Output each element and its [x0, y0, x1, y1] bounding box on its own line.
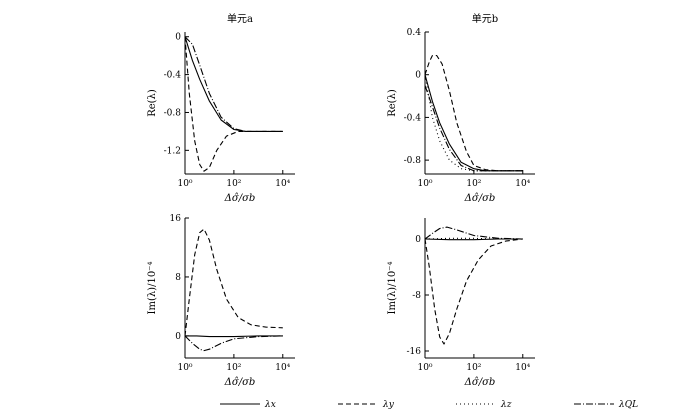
x-tick-label: 10⁰ — [177, 363, 192, 373]
legend: λx λy λz λQL — [220, 400, 638, 410]
y-axis-label: Im(λ)/10⁻⁴ — [387, 262, 398, 315]
y-axis-label: Re(λ) — [147, 89, 158, 117]
x-tick-label: 10² — [226, 363, 241, 373]
x-tick-label: 10⁰ — [177, 179, 192, 189]
series-line — [424, 74, 523, 172]
y-tick-label: -0.8 — [404, 156, 422, 166]
legend-item: λQL — [574, 400, 638, 410]
series-line — [424, 237, 523, 240]
panel-title: 单元a — [227, 13, 253, 25]
y-tick-label: -16 — [407, 347, 422, 357]
y-tick-label: 0 — [175, 332, 181, 342]
x-axis-label: Δσ̂/σb — [224, 193, 256, 204]
x-axis-label: Δσ̂/σb — [464, 377, 496, 388]
series-line — [424, 54, 523, 172]
x-tick-label: 10⁴ — [275, 363, 290, 373]
x-tick-label: 10² — [466, 179, 481, 189]
panel-top-left: 0 -0.4 -0.8 -1.2 10⁰ 10² 10⁴ Δσ̂/σb Re(λ) 单元a — [147, 13, 295, 204]
series-line — [184, 36, 283, 132]
y-axis-label: Im(λ)/10⁻⁴ — [147, 262, 158, 315]
y-tick-label: 8 — [175, 273, 181, 283]
series-line — [184, 36, 283, 132]
y-tick-label: 0 — [175, 33, 181, 43]
series-line — [424, 226, 523, 240]
y-tick-label: 0 — [415, 235, 421, 245]
y-tick-label: -1.2 — [164, 146, 181, 156]
x-axis-label: Δσ̂/σb — [464, 193, 496, 204]
legend-label: λx — [264, 400, 276, 410]
legend-label: λy — [382, 400, 395, 410]
y-axis-label: Re(λ) — [387, 89, 398, 117]
legend-label: λz — [500, 400, 512, 410]
series-line — [424, 85, 523, 172]
legend-item: λz — [456, 400, 512, 410]
y-tick-label: -0.8 — [164, 108, 182, 118]
x-tick-label: 10² — [226, 179, 241, 189]
y-tick-label: -0.4 — [404, 113, 422, 123]
x-tick-label: 10² — [466, 363, 481, 373]
x-tick-label: 10⁰ — [417, 179, 432, 189]
x-axis-label: Δσ̂/σb — [224, 377, 256, 388]
y-tick-label: -8 — [412, 291, 421, 301]
panel-bottom-left: 16 8 0 10⁰ 10² 10⁴ Δσ̂/σb Im(λ)/10⁻⁴ — [147, 214, 295, 388]
panel-top-right: 0.4 0 -0.4 -0.8 10⁰ 10² 10⁴ Δσ̂/σb Re(λ) 单元b — [387, 13, 535, 204]
series-line — [185, 335, 283, 338]
x-tick-label: 10⁴ — [275, 179, 290, 189]
legend-item: λy — [338, 400, 395, 410]
y-tick-label: 0 — [415, 71, 421, 81]
series-line — [184, 335, 283, 352]
y-tick-label: 16 — [170, 214, 182, 224]
series-line — [424, 238, 523, 345]
legend-item: λx — [220, 400, 276, 410]
y-tick-label: 0.4 — [407, 28, 422, 38]
series-line — [184, 228, 283, 336]
y-tick-label: -0.4 — [164, 71, 182, 81]
series-line — [184, 36, 283, 172]
panel-title: 单元b — [472, 13, 498, 25]
panel-bottom-right: 0 -8 -16 10⁰ 10² 10⁴ Δσ̂/σb Im(λ)/10⁻⁴ — [387, 218, 535, 388]
x-tick-label: 10⁴ — [515, 179, 530, 189]
legend-label: λQL — [618, 400, 638, 410]
x-tick-label: 10⁴ — [515, 363, 530, 373]
x-tick-label: 10⁰ — [417, 363, 432, 373]
